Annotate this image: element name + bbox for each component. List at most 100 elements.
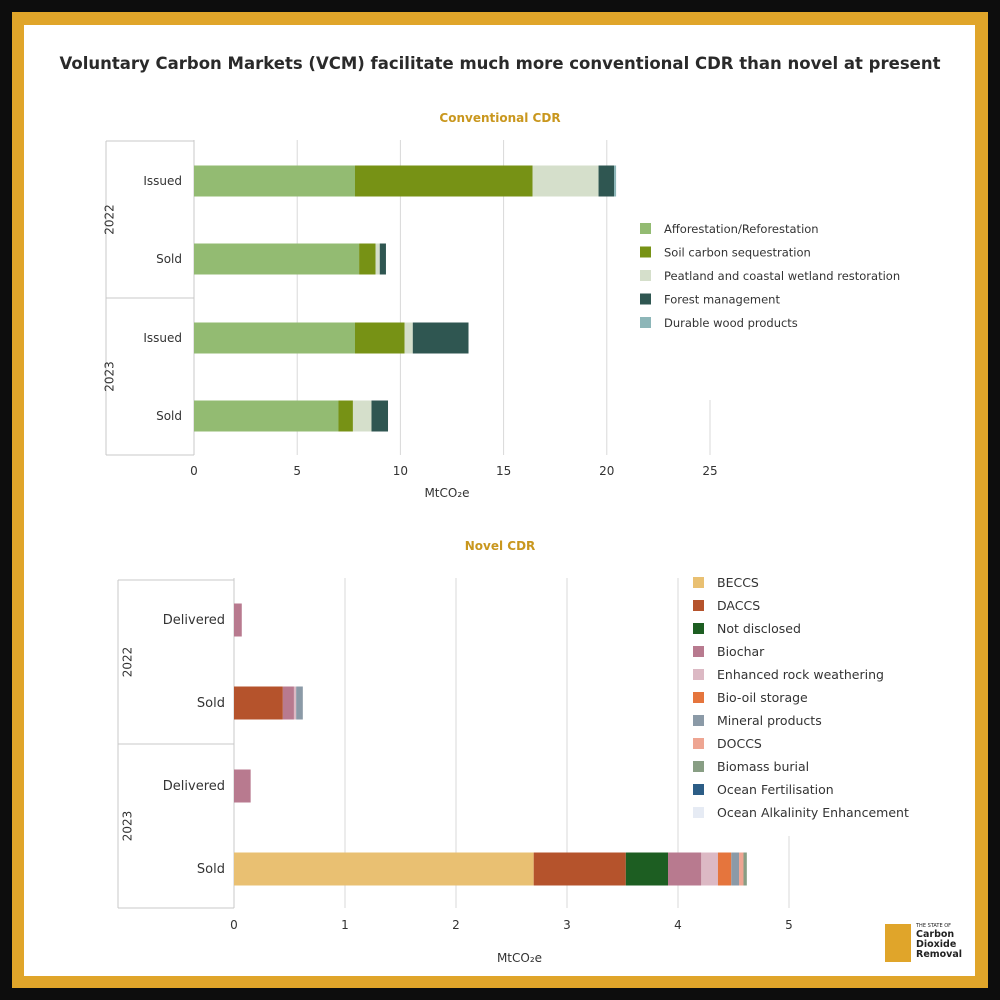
chart1-bar-issued-0-forest-management bbox=[598, 165, 615, 197]
chart1-tick-label-15: 15 bbox=[496, 464, 511, 478]
chart1-bar-sold-1-peatland-and-coastal-wetland-restoration bbox=[375, 243, 380, 275]
chart1-bar-issued-2-afforestation-reforestation bbox=[194, 322, 355, 354]
chart2-legend-swatch-biochar bbox=[693, 646, 704, 657]
chart1-legend-swatch-forest-management bbox=[640, 293, 651, 305]
chart2-legend-swatch-enhanced-rock-weathering bbox=[693, 669, 704, 680]
chart2-legend-label-daccs: DACCS bbox=[717, 598, 760, 613]
chart2-legend-label-bio-oil-storage: Bio-oil storage bbox=[717, 690, 808, 705]
chart1-legend-swatch-durable-wood-products bbox=[640, 317, 651, 328]
chart2-legend-label-enhanced-rock-weathering: Enhanced rock weathering bbox=[717, 667, 884, 682]
chart1-year-label-2023: 2023 bbox=[103, 361, 117, 392]
chart2-legend-label-not-disclosed: Not disclosed bbox=[717, 621, 801, 636]
brand-word-removal: Removal bbox=[916, 949, 963, 960]
chart2-bar-sold-3-enhanced-rock-weathering bbox=[701, 852, 718, 886]
chart2-bar-sold-3-not-disclosed bbox=[625, 852, 669, 886]
chart1-bar-issued-0-afforestation-reforestation bbox=[194, 165, 355, 197]
chart2-tick-label-5: 5 bbox=[785, 918, 793, 932]
chart2-category-label-delivered: Delivered bbox=[163, 779, 225, 794]
chart2-legend-label-ocean-alkalinity-enhancement: Ocean Alkalinity Enhancement bbox=[717, 805, 909, 820]
chart2-legend-swatch-ocean-fertilisation bbox=[693, 784, 704, 795]
chart2-category-label-sold: Sold bbox=[197, 862, 225, 877]
chart1-legend-swatch-soil-carbon-sequestration bbox=[640, 246, 651, 258]
chart1-tick-label-5: 5 bbox=[293, 464, 301, 478]
chart2-bar-sold-3-mineral-products bbox=[731, 852, 740, 886]
chart1-bar-issued-2-forest-management bbox=[412, 322, 469, 354]
chart1-legend-label-durable-wood-products: Durable wood products bbox=[664, 316, 798, 330]
chart2-subtitle: Novel CDR bbox=[465, 539, 536, 553]
chart2-legend-label-ocean-fertilisation: Ocean Fertilisation bbox=[717, 782, 834, 797]
chart2-bar-sold-1-enhanced-rock-weathering bbox=[293, 686, 297, 720]
chart2-legend-swatch-ocean-alkalinity-enhancement bbox=[693, 807, 704, 818]
chart2-bar-delivered-0-biochar bbox=[234, 603, 242, 637]
chart2-legend-swatch-daccs bbox=[693, 600, 704, 611]
brand-word-carbon: Carbon bbox=[916, 929, 955, 940]
chart1-legend-label-peatland-and-coastal-wetland-restoration: Peatland and coastal wetland restoration bbox=[664, 269, 900, 283]
chart1-category-label-sold: Sold bbox=[156, 252, 182, 266]
chart2-bar-sold-3-beccs bbox=[234, 852, 534, 886]
chart1-legend-swatch-peatland-and-coastal-wetland-restoration bbox=[640, 270, 651, 281]
chart1-bar-sold-3-afforestation-reforestation bbox=[194, 400, 339, 432]
chart2-bar-delivered-2-biochar bbox=[234, 769, 251, 803]
chart2-bar-sold-3-daccs bbox=[533, 852, 626, 886]
chart2-bar-sold-1-biochar bbox=[282, 686, 294, 720]
chart2-legend-swatch-bio-oil-storage bbox=[693, 692, 704, 703]
chart2-legend-swatch-doccs bbox=[693, 738, 704, 749]
chart1-subtitle: Conventional CDR bbox=[439, 111, 560, 125]
chart1-legend-label-forest-management: Forest management bbox=[664, 293, 780, 307]
chart2-x-axis-label: MtCO₂e bbox=[497, 951, 542, 965]
chart2-bar-sold-1-daccs bbox=[234, 686, 283, 720]
chart1-category-label-sold: Sold bbox=[156, 409, 182, 423]
chart2-category-label-delivered: Delivered bbox=[163, 613, 225, 628]
brand-logo-box bbox=[885, 924, 911, 962]
brand-pre-text: THE STATE OF bbox=[916, 923, 952, 929]
chart2-bar-sold-1-mineral-products bbox=[296, 686, 303, 720]
chart2-legend-swatch-biomass-burial bbox=[693, 761, 704, 772]
chart2-bar-sold-3-biochar bbox=[668, 852, 702, 886]
chart2-legend-swatch-not-disclosed bbox=[693, 623, 704, 634]
main-title: Voluntary Carbon Markets (VCM) facilitat… bbox=[59, 54, 941, 73]
chart2-tick-label-0: 0 bbox=[230, 918, 238, 932]
chart2-category-label-sold: Sold bbox=[197, 696, 225, 711]
chart1-bar-issued-2-soil-carbon-sequestration bbox=[354, 322, 405, 354]
chart2-legend-label-mineral-products: Mineral products bbox=[717, 713, 822, 728]
chart1-legend-label-soil-carbon-sequestration: Soil carbon sequestration bbox=[664, 246, 811, 260]
chart2-bar-sold-3-doccs bbox=[739, 852, 744, 886]
chart2-year-label-2022: 2022 bbox=[121, 647, 135, 678]
chart1-bar-sold-1-afforestation-reforestation bbox=[194, 243, 360, 275]
chart1-bar-issued-2-peatland-and-coastal-wetland-restoration bbox=[404, 322, 413, 354]
chart1-bar-sold-3-soil-carbon-sequestration bbox=[338, 400, 353, 432]
chart1-legend-swatch-afforestation-reforestation bbox=[640, 223, 651, 234]
chart1-year-label-2022: 2022 bbox=[103, 204, 117, 235]
chart1-bar-sold-1-soil-carbon-sequestration bbox=[359, 243, 376, 275]
chart2-tick-label-4: 4 bbox=[674, 918, 682, 932]
chart1-bar-issued-0-durable-wood-products bbox=[614, 165, 617, 197]
chart1-tick-label-25: 25 bbox=[702, 464, 717, 478]
chart2-legend-label-biochar: Biochar bbox=[717, 644, 765, 659]
brand-logo: THE STATE OF Carbon Dioxide Removal bbox=[885, 922, 965, 964]
chart1-category-label-issued: Issued bbox=[143, 174, 182, 188]
chart2-tick-label-3: 3 bbox=[563, 918, 571, 932]
chart2-year-label-2023: 2023 bbox=[121, 811, 135, 842]
chart1-bar-issued-0-soil-carbon-sequestration bbox=[354, 165, 533, 197]
chart1-category-label-issued: Issued bbox=[143, 331, 182, 345]
chart1-tick-label-20: 20 bbox=[599, 464, 614, 478]
chart1-bar-issued-0-peatland-and-coastal-wetland-restoration bbox=[532, 165, 599, 197]
chart2-tick-label-2: 2 bbox=[452, 918, 460, 932]
chart1-bar-sold-3-peatland-and-coastal-wetland-restoration bbox=[352, 400, 372, 432]
chart2-legend-swatch-mineral-products bbox=[693, 715, 704, 726]
chart2-legend-label-doccs: DOCCS bbox=[717, 736, 762, 751]
chart1-x-axis-label: MtCO₂e bbox=[424, 486, 469, 500]
brand-word-dioxide: Dioxide bbox=[916, 939, 957, 950]
chart1-tick-label-0: 0 bbox=[190, 464, 198, 478]
chart1-bar-sold-1-forest-management bbox=[379, 243, 386, 275]
chart1-bar-sold-3-forest-management bbox=[371, 400, 389, 432]
chart2-legend-swatch-beccs bbox=[693, 577, 704, 588]
chart2-legend-label-beccs: BECCS bbox=[717, 575, 759, 590]
chart1-tick-label-10: 10 bbox=[393, 464, 408, 478]
chart2-bar-sold-3-biomass-burial bbox=[743, 852, 747, 886]
chart2-bar-sold-3-bio-oil-storage bbox=[717, 852, 732, 886]
chart2-legend-label-biomass-burial: Biomass burial bbox=[717, 759, 809, 774]
chart1-legend-label-afforestation-reforestation: Afforestation/Reforestation bbox=[664, 222, 819, 236]
chart2-tick-label-1: 1 bbox=[341, 918, 349, 932]
